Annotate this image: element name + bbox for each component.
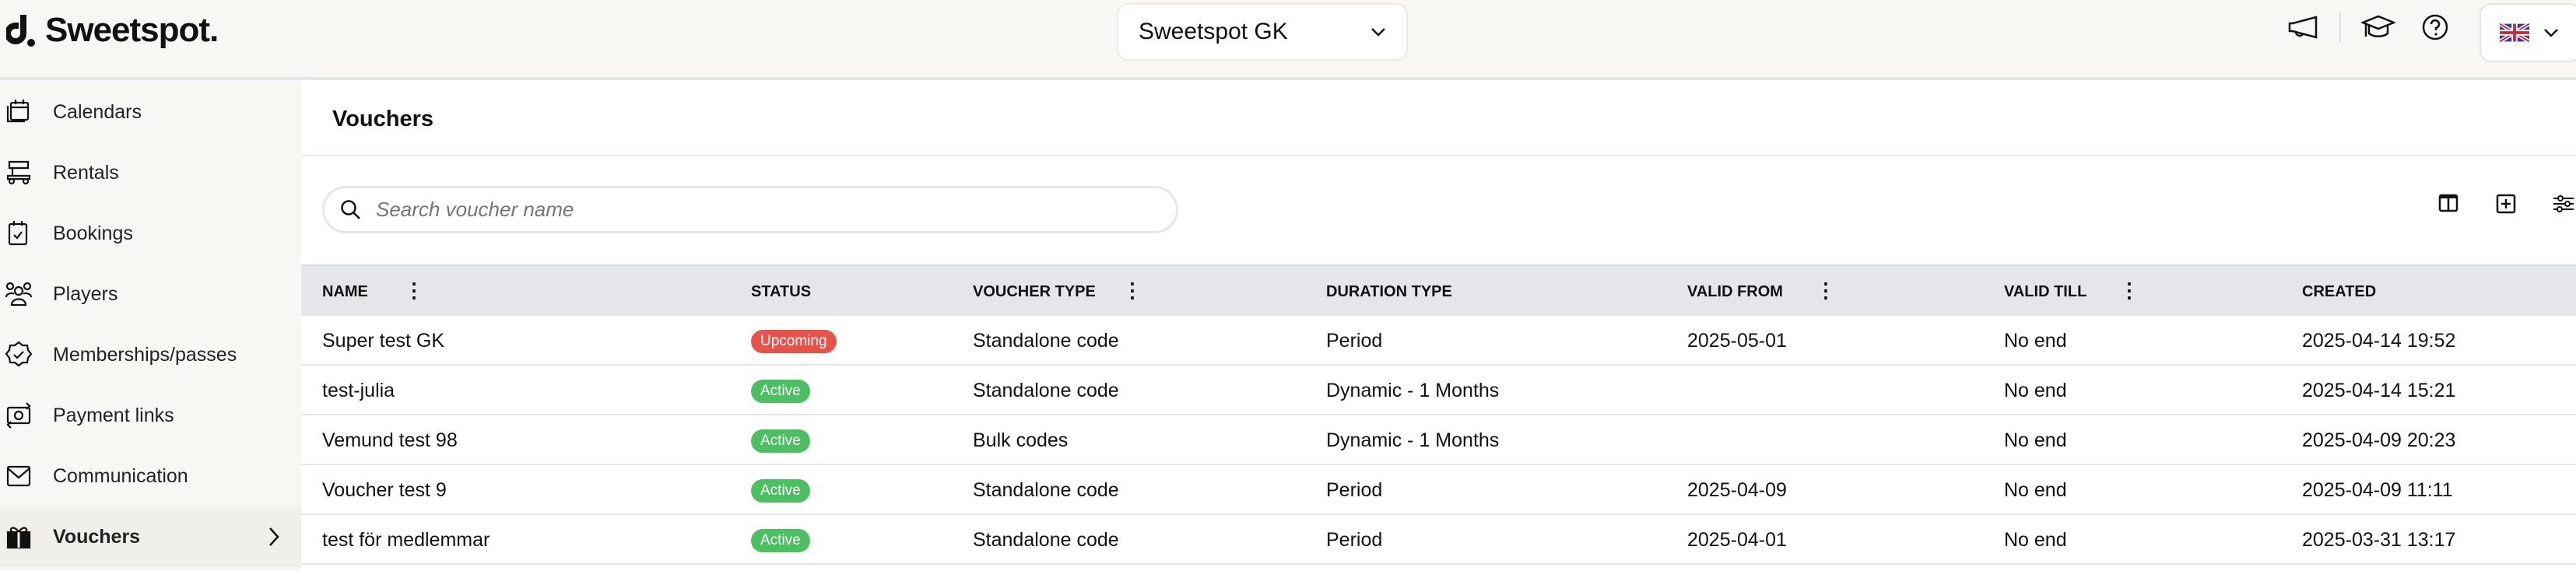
sidebar-item-payment-links[interactable]: Payment links bbox=[0, 385, 301, 446]
table-row[interactable]: test-julia Active Standalone code Dynamic -… bbox=[301, 366, 2576, 415]
divider bbox=[301, 155, 2576, 156]
cell-created: 2025-04-14 15:21 bbox=[2302, 380, 2456, 401]
language-selector[interactable] bbox=[2479, 3, 2576, 62]
sidebar-item-label: Payment links bbox=[53, 404, 174, 426]
cell-till: No end bbox=[2004, 330, 2067, 352]
sidebar-item-label: Rentals bbox=[53, 161, 119, 184]
table-row[interactable]: Voucher test 9 Active Standalone code Perio… bbox=[301, 465, 2576, 515]
cell-created: 2025-04-09 11:11 bbox=[2302, 479, 2453, 501]
status-badge: Active bbox=[751, 479, 810, 503]
status-badge: Active bbox=[751, 429, 810, 453]
top-bar: Sweetspot. Sweetspot GK bbox=[0, 0, 2576, 80]
chevron-down-icon bbox=[2544, 29, 2558, 37]
golf-cart-icon bbox=[6, 160, 31, 185]
cell-type: Standalone code bbox=[973, 479, 1119, 501]
gift-icon bbox=[6, 527, 31, 549]
sidebar-item-memberships-passes[interactable]: Memberships/passes bbox=[0, 324, 301, 385]
sidebar-item-rentals[interactable]: Rentals bbox=[0, 142, 301, 203]
sidebar: Calendars Rentals Bookings Players Membershi… bbox=[0, 80, 301, 571]
cell-created: 2025-03-31 13:17 bbox=[2302, 529, 2456, 551]
cell-name: Super test GK bbox=[322, 330, 445, 352]
sidebar-item-label: Bookings bbox=[53, 222, 133, 244]
sidebar-item-calendars[interactable]: Calendars bbox=[0, 82, 301, 142]
cell-duration: Dynamic - 1 Months bbox=[1326, 429, 1500, 451]
status-badge: Active bbox=[751, 380, 810, 403]
players-icon bbox=[5, 282, 33, 307]
booking-icon bbox=[8, 221, 28, 246]
sidebar-item-label: Calendars bbox=[53, 100, 142, 123]
sidebar-item-players[interactable]: Players bbox=[0, 264, 301, 324]
graduation-cap-icon[interactable] bbox=[2361, 15, 2395, 40]
cell-name: test för medlemmar bbox=[322, 529, 490, 551]
column-header[interactable]: Voucher type bbox=[973, 283, 1096, 300]
column-header[interactable]: Duration type bbox=[1326, 283, 1452, 300]
page-title: Vouchers bbox=[332, 107, 434, 131]
sidebar-item-label: Vouchers bbox=[53, 525, 141, 548]
search-input[interactable] bbox=[376, 198, 1076, 222]
status-badge: Upcoming bbox=[751, 330, 837, 353]
money-icon bbox=[6, 402, 31, 429]
cell-name: test-julia bbox=[322, 380, 395, 401]
club-selector[interactable]: Sweetspot GK bbox=[1117, 3, 1408, 61]
badge-check-icon bbox=[5, 341, 33, 367]
sidebar-item-label: Communication bbox=[53, 464, 188, 487]
club-name: Sweetspot GK bbox=[1139, 19, 1288, 44]
chevron-right-icon bbox=[269, 527, 279, 546]
cell-till: No end bbox=[2004, 529, 2067, 551]
cell-from: 2025-04-01 bbox=[1687, 529, 1787, 551]
sidebar-item-label: Memberships/passes bbox=[53, 343, 237, 366]
table-header: Name ⋮ Status Voucher type ⋮ Duration type Val… bbox=[301, 264, 2576, 316]
sidebar-item-communication[interactable]: Communication bbox=[0, 446, 301, 506]
sidebar-item-label: Players bbox=[53, 282, 118, 305]
cell-created: 2025-04-14 19:52 bbox=[2302, 330, 2456, 352]
brand-name: Sweetspot. bbox=[45, 11, 219, 49]
column-menu-icon[interactable]: ⋮ bbox=[1816, 278, 1836, 302]
cell-name: Vemund test 98 bbox=[322, 429, 458, 451]
column-header[interactable]: Valid till bbox=[2004, 283, 2087, 300]
logo-icon bbox=[6, 15, 35, 47]
cell-duration: Period bbox=[1326, 529, 1383, 551]
column-header[interactable]: Status bbox=[751, 283, 812, 300]
calendar-icon bbox=[6, 100, 30, 123]
column-header[interactable]: Valid from bbox=[1687, 283, 1783, 300]
cell-till: No end bbox=[2004, 479, 2067, 501]
cell-till: No end bbox=[2004, 429, 2067, 451]
columns-icon[interactable] bbox=[2438, 194, 2458, 212]
column-menu-icon[interactable]: ⋮ bbox=[2119, 278, 2139, 302]
column-menu-icon[interactable]: ⋮ bbox=[404, 278, 424, 302]
sidebar-item-bookings[interactable]: Bookings bbox=[0, 203, 301, 264]
status-badge: Active bbox=[751, 529, 810, 552]
sidebar-item-vouchers[interactable]: Vouchers bbox=[0, 506, 301, 567]
column-menu-icon[interactable]: ⋮ bbox=[1122, 278, 1142, 302]
cell-till: No end bbox=[2004, 380, 2067, 401]
logo[interactable]: Sweetspot. bbox=[6, 11, 219, 50]
help-icon[interactable] bbox=[2422, 14, 2448, 40]
divider bbox=[2339, 12, 2341, 42]
cell-type: Standalone code bbox=[973, 529, 1119, 551]
cell-duration: Period bbox=[1326, 330, 1383, 352]
chevron-down-icon bbox=[1371, 28, 1385, 37]
search-bar[interactable] bbox=[322, 186, 1178, 233]
table-row[interactable]: test för medlemmar Active Standalone code P… bbox=[301, 515, 2576, 565]
main-content: Vouchers Name ⋮ Status Voucher type ⋮ Duratio… bbox=[301, 80, 2576, 571]
cell-created: 2025-04-09 20:23 bbox=[2302, 429, 2456, 451]
cell-name: Voucher test 9 bbox=[322, 479, 447, 501]
cell-duration: Dynamic - 1 Months bbox=[1326, 380, 1500, 401]
megaphone-icon[interactable] bbox=[2288, 16, 2319, 39]
cell-from: 2025-05-01 bbox=[1687, 330, 1787, 352]
add-voucher-icon[interactable] bbox=[2496, 194, 2516, 214]
filter-sliders-icon[interactable] bbox=[2553, 194, 2574, 214]
mail-icon bbox=[6, 465, 31, 487]
cell-from: 2025-04-09 bbox=[1687, 479, 1787, 501]
table-row[interactable]: Super test GK Upcoming Standalone code Peri… bbox=[301, 316, 2576, 366]
search-icon bbox=[341, 199, 360, 219]
column-header[interactable]: Created bbox=[2302, 283, 2377, 300]
cell-type: Standalone code bbox=[973, 380, 1119, 401]
table-row[interactable]: Vemund test 98 Active Bulk codes Dynamic - … bbox=[301, 415, 2576, 465]
cell-type: Standalone code bbox=[973, 330, 1119, 352]
cell-type: Bulk codes bbox=[973, 429, 1069, 451]
column-header[interactable]: Name bbox=[322, 283, 368, 300]
uk-flag-icon bbox=[2500, 23, 2529, 42]
cell-duration: Period bbox=[1326, 479, 1383, 501]
